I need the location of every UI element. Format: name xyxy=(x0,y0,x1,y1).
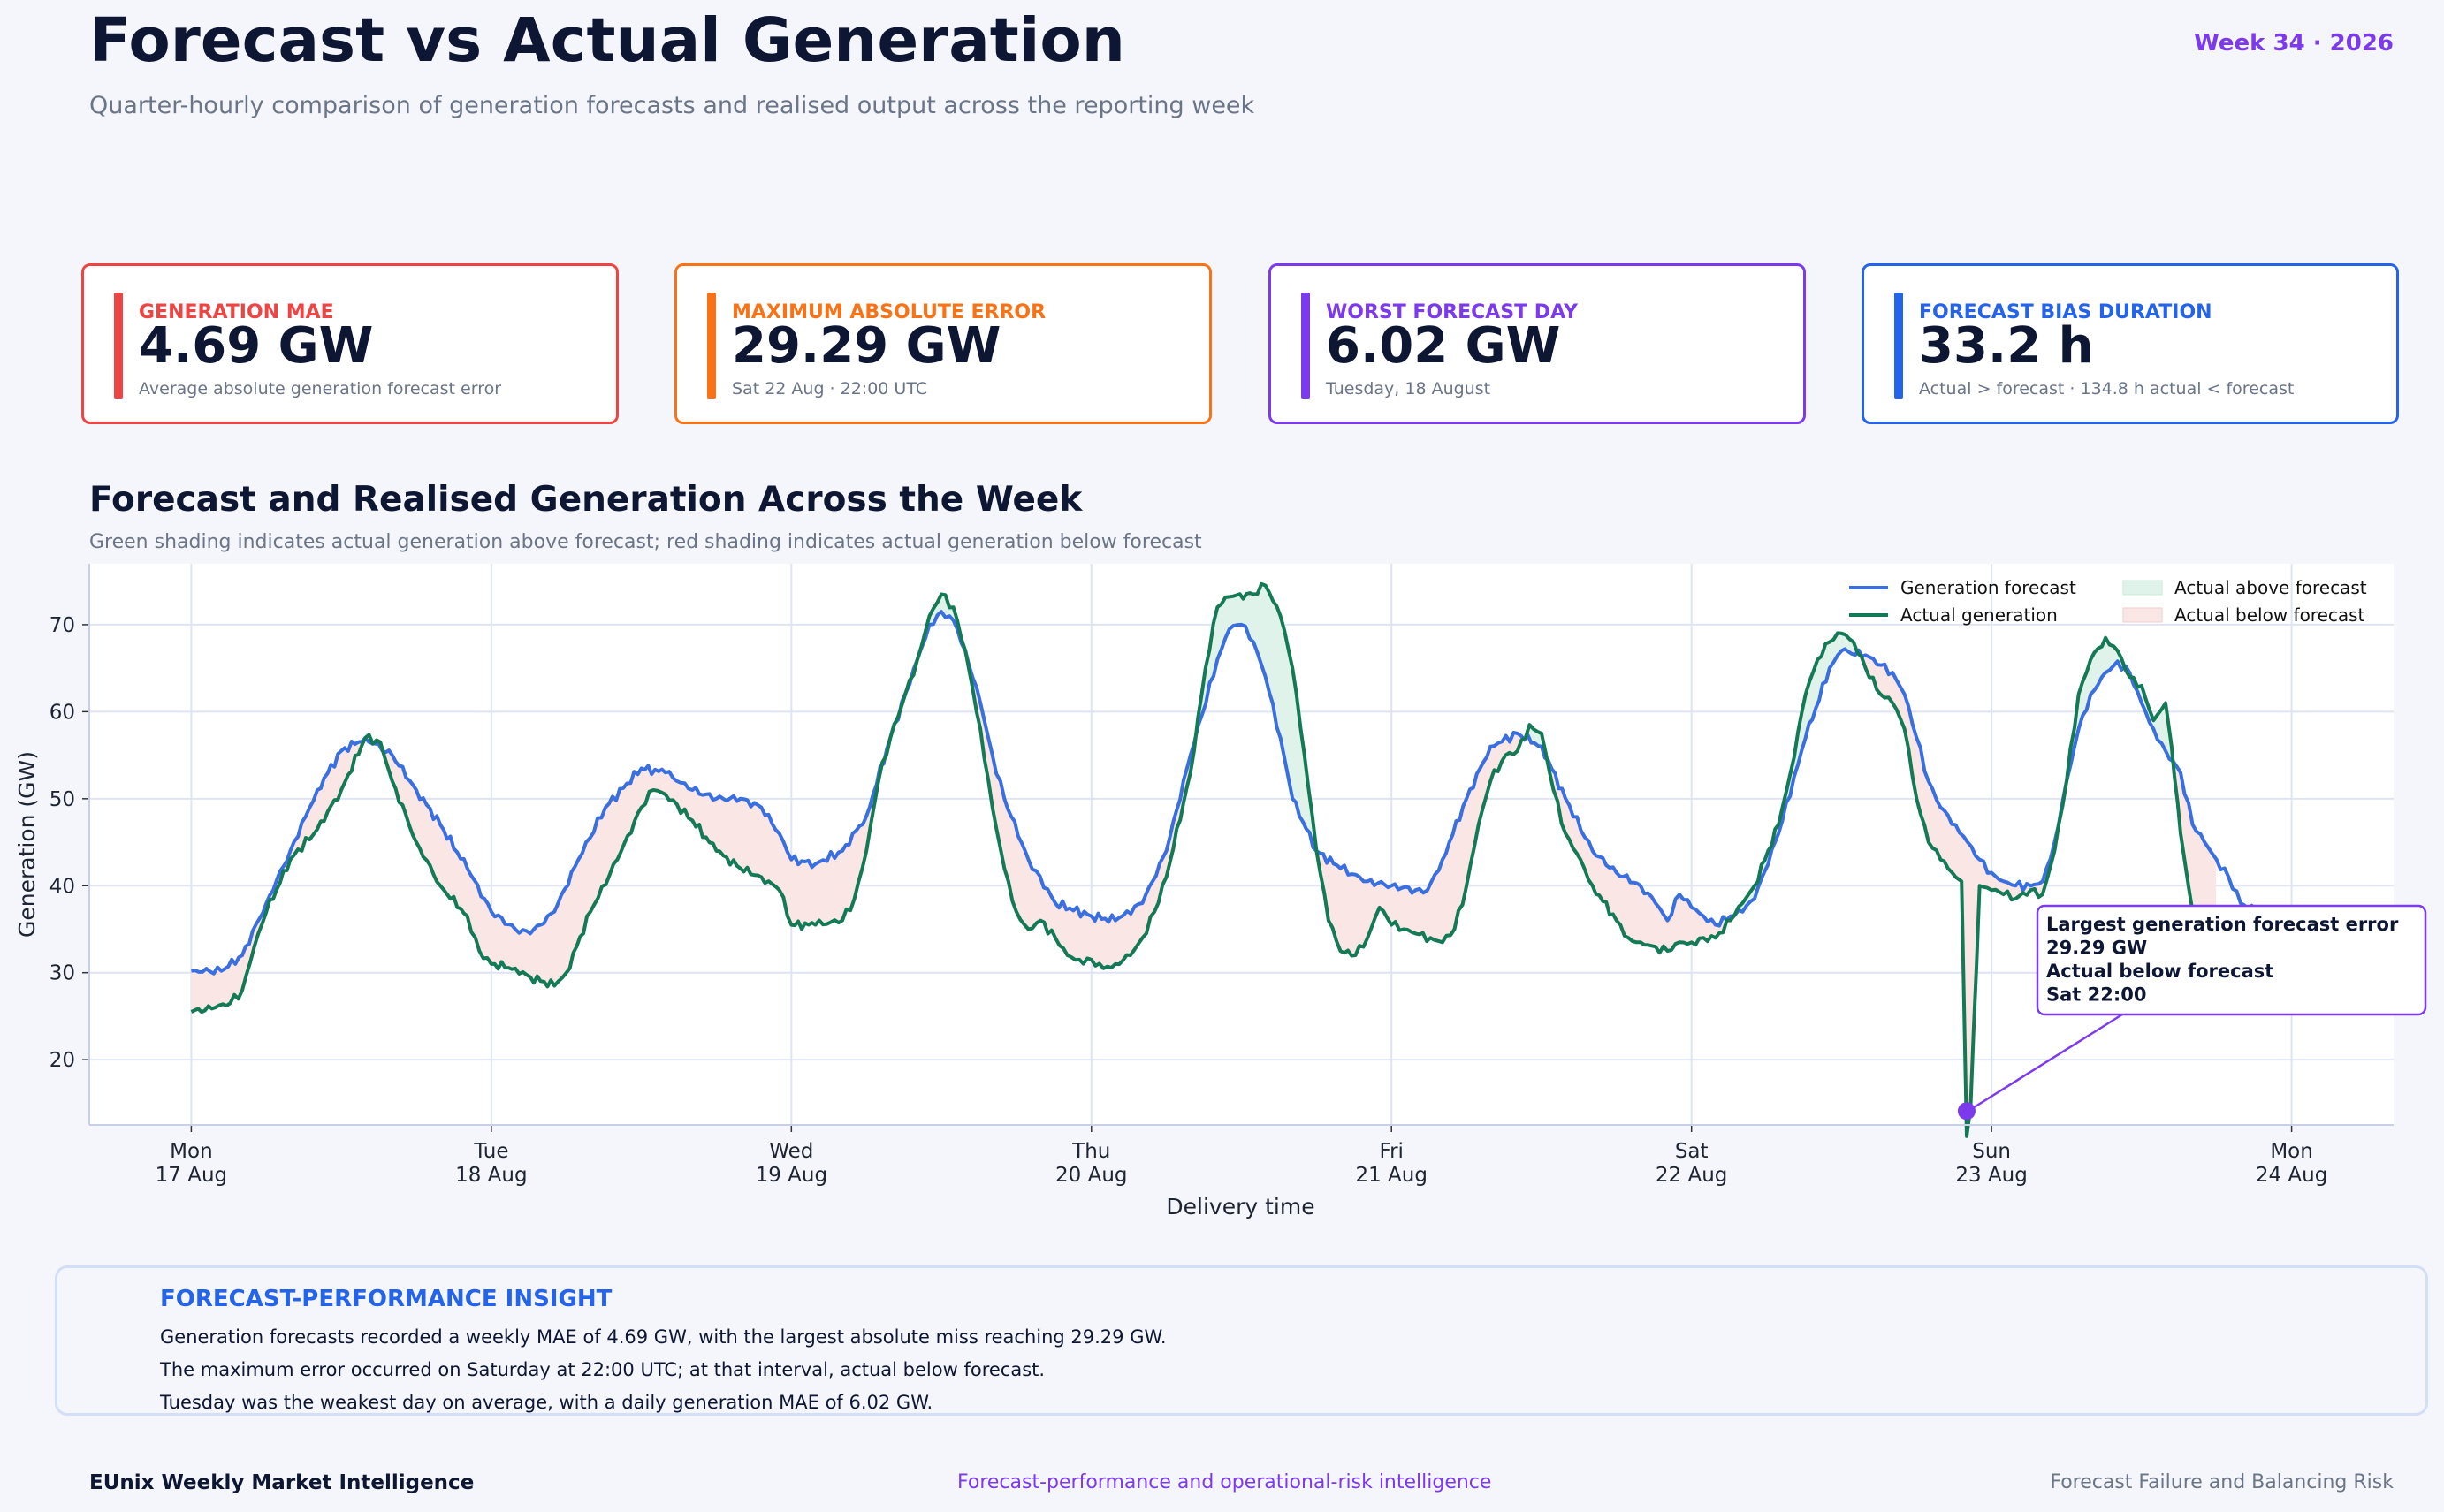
fill-above-forecast xyxy=(1195,585,1317,852)
x-tick-label-date: 17 Aug xyxy=(156,1164,228,1187)
fill-below-forecast xyxy=(191,737,366,1012)
footer-section: Forecast Failure and Balancing Risk xyxy=(2050,1471,2394,1493)
x-tick-label-date: 20 Aug xyxy=(1055,1164,1128,1187)
chart-title: Forecast and Realised Generation Across … xyxy=(89,480,1083,520)
legend-swatch-above xyxy=(2122,580,2163,596)
kpi-card-max-error: MAXIMUM ABSOLUTE ERROR 29.29 GW Sat 22 A… xyxy=(674,263,1212,424)
week-badge: Week 34 · 2026 xyxy=(2194,30,2394,57)
footer-brand: EUnix Weekly Market Intelligence xyxy=(89,1471,475,1494)
kpi-caption: Actual > forecast · 134.8 h actual < for… xyxy=(1919,379,2295,399)
kpi-label: FORECAST BIAS DURATION xyxy=(1919,301,2212,323)
kpi-accent-bar xyxy=(1894,293,1903,399)
insight-line: Generation forecasts recorded a weekly M… xyxy=(160,1326,1167,1348)
kpi-label: GENERATION MAE xyxy=(139,301,334,323)
y-tick-label: 20 xyxy=(49,1049,75,1072)
annotation-line: 29.29 GW xyxy=(2046,938,2147,959)
x-tick-label-day: Fri xyxy=(1380,1140,1404,1163)
kpi-card-bias-duration: FORECAST BIAS DURATION 33.2 h Actual > f… xyxy=(1862,263,2399,424)
legend-label-forecast: Generation forecast xyxy=(1900,577,2076,598)
kpi-accent-bar xyxy=(114,293,123,399)
legend-label-above: Actual above forecast xyxy=(2174,577,2367,598)
footer-tagline: Forecast-performance and operational-ris… xyxy=(957,1471,1492,1493)
legend-label-actual: Actual generation xyxy=(1900,604,2058,626)
y-tick-label: 40 xyxy=(49,875,75,898)
fill-below-forecast xyxy=(383,735,891,986)
fill-below-forecast xyxy=(1547,759,1735,952)
annotation-line: Sat 22:00 xyxy=(2046,984,2147,1006)
x-tick-label-day: Tue xyxy=(473,1140,508,1163)
x-tick-label-date: 18 Aug xyxy=(455,1164,528,1187)
kpi-value: 29.29 GW xyxy=(732,317,1001,375)
annotation-line: Largest generation forecast error xyxy=(2046,914,2399,935)
forecast-series-line xyxy=(191,610,2269,976)
x-tick-label-day: Sat xyxy=(1675,1140,1709,1163)
insight-panel: FORECAST-PERFORMANCE INSIGHT Generation … xyxy=(55,1265,2428,1416)
fill-below-forecast xyxy=(965,650,1196,969)
kpi-label: MAXIMUM ABSOLUTE ERROR xyxy=(732,301,1047,323)
y-tick-label: 70 xyxy=(49,614,75,637)
actual-series-line xyxy=(190,581,2218,1138)
x-tick-label-day: Wed xyxy=(769,1140,813,1163)
plot-area xyxy=(89,564,2394,1125)
x-tick-label-date: 19 Aug xyxy=(756,1164,828,1187)
x-tick-label-day: Sun xyxy=(1972,1140,2011,1163)
kpi-card-worst-day: WORST FORECAST DAY 6.02 GW Tuesday, 18 A… xyxy=(1268,263,1806,424)
y-tick-label: 50 xyxy=(49,788,75,811)
x-tick-label-day: Mon xyxy=(2270,1140,2313,1163)
x-tick-label-day: Mon xyxy=(170,1140,213,1163)
fill-above-forecast xyxy=(2067,637,2128,779)
chart-subtitle: Green shading indicates actual generatio… xyxy=(89,531,1202,553)
kpi-accent-bar xyxy=(707,293,716,399)
page-subtitle: Quarter-hourly comparison of generation … xyxy=(89,92,1255,119)
x-tick-label-date: 24 Aug xyxy=(2256,1164,2328,1187)
kpi-caption: Average absolute generation forecast err… xyxy=(139,379,502,399)
kpi-value: 4.69 GW xyxy=(139,317,374,375)
kpi-value: 6.02 GW xyxy=(1326,317,1561,375)
x-axis-title: Delivery time xyxy=(1166,1194,1314,1219)
x-tick-label-date: 23 Aug xyxy=(1955,1164,2028,1187)
insight-line: Tuesday was the weakest day on average, … xyxy=(160,1392,933,1413)
insight-line: The maximum error occurred on Saturday a… xyxy=(160,1359,1046,1380)
page-title: Forecast vs Actual Generation xyxy=(89,5,1125,76)
x-tick-label-date: 22 Aug xyxy=(1656,1164,1728,1187)
kpi-card-mae: GENERATION MAE 4.69 GW Average absolute … xyxy=(81,263,619,424)
y-tick-label: 30 xyxy=(49,962,75,985)
kpi-value: 33.2 h xyxy=(1919,317,2094,375)
annotation-box xyxy=(2036,904,2427,1016)
kpi-caption: Sat 22 Aug · 22:00 UTC xyxy=(732,379,928,399)
y-tick-label: 60 xyxy=(49,701,75,724)
kpi-caption: Tuesday, 18 August xyxy=(1326,379,1491,399)
x-tick-label-date: 21 Aug xyxy=(1355,1164,1428,1187)
kpi-label: WORST FORECAST DAY xyxy=(1326,301,1578,323)
y-axis-title: Generation (GW) xyxy=(14,751,40,938)
legend-label-below: Actual below forecast xyxy=(2174,604,2365,626)
insight-title: FORECAST-PERFORMANCE INSIGHT xyxy=(160,1286,613,1312)
legend-swatch-below xyxy=(2122,607,2163,623)
x-tick-label-day: Thu xyxy=(1071,1140,1110,1163)
annotation-line: Actual below forecast xyxy=(2046,961,2273,982)
max-error-marker xyxy=(1957,1102,1976,1121)
fill-below-forecast xyxy=(2174,763,2216,942)
kpi-accent-bar xyxy=(1301,293,1310,399)
annotation-leader-line xyxy=(1973,1013,2123,1109)
